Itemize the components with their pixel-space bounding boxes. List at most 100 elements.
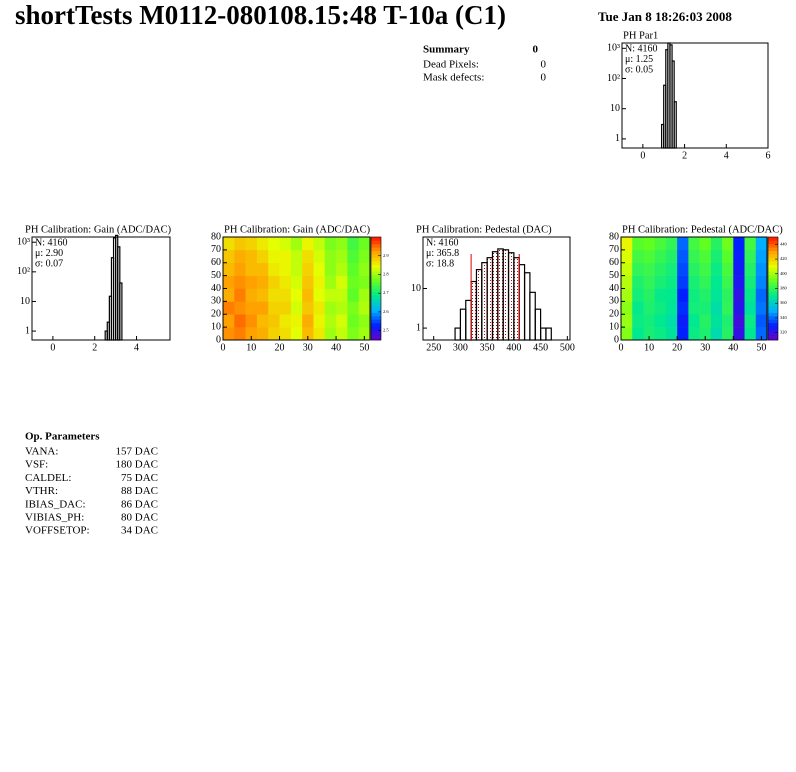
- colorbar-segment: [768, 243, 778, 248]
- histogram-bar: [470, 280, 478, 341]
- colorbar-segment: [768, 261, 778, 265]
- heatmap-cell: [621, 314, 633, 328]
- chart-title: PH Calibration: Gain (ADC/DAC): [25, 224, 172, 235]
- x-tick-label: 450: [533, 342, 548, 353]
- heatmap-cell: [699, 327, 712, 341]
- heatmap-cell: [234, 249, 246, 264]
- heatmap-cell: [621, 301, 633, 315]
- colorbar-segment: [371, 319, 381, 324]
- colorbar-segment: [371, 336, 381, 341]
- heatmap-cell: [643, 249, 655, 264]
- x-tick-label: 50: [756, 342, 766, 353]
- x-tick-label: 400: [506, 342, 521, 353]
- y-tick-label: 10: [411, 283, 421, 294]
- y-tick-label: 40: [211, 283, 221, 294]
- parameter-value: 34 DAC: [121, 525, 158, 537]
- heatmap-cell: [632, 327, 644, 341]
- heatmap-cell: [755, 249, 768, 264]
- colorbar-segment: [371, 326, 381, 330]
- heatmap-cell: [268, 327, 280, 341]
- colorbar-segment: [768, 274, 778, 279]
- heatmap-cell: [223, 237, 235, 251]
- x-tick-label: 30: [700, 342, 710, 353]
- heatmap-cell: [722, 301, 734, 315]
- heatmap-cell: [733, 249, 745, 264]
- colorbar-tick-label: 400: [780, 271, 788, 276]
- heatmap-cell: [665, 275, 678, 289]
- colorbar-segment: [768, 305, 778, 310]
- heatmap-cell: [324, 237, 337, 251]
- heatmap-cell: [324, 249, 337, 264]
- heatmap-cell: [677, 301, 689, 315]
- y-tick-label: 10²: [17, 266, 30, 277]
- heatmap-cell: [245, 314, 258, 328]
- colorbar-segment: [768, 333, 778, 337]
- colorbar-segment: [768, 281, 778, 286]
- heatmap-cell: [699, 262, 712, 276]
- y-tick-label: 80: [609, 231, 619, 242]
- heatmap-cell: [302, 237, 314, 251]
- heatmap-cell: [632, 249, 644, 264]
- heatmap-cell: [710, 275, 723, 289]
- y-tick-label: 10: [609, 321, 619, 332]
- heatmap-cell: [677, 249, 689, 264]
- heatmap-cell: [755, 237, 768, 251]
- colorbar-segment: [371, 274, 381, 279]
- y-tick-label: 60: [609, 257, 619, 268]
- parameters-title: Op. Parameters: [25, 431, 100, 443]
- heatmap-cell: [710, 301, 723, 315]
- heatmap-cell: [632, 275, 644, 289]
- summary-title: Summary: [423, 44, 470, 56]
- histogram-bar: [513, 257, 520, 341]
- heatmap-cell: [268, 249, 280, 264]
- heatmap-cell: [722, 275, 734, 289]
- heatmap-cell: [677, 327, 689, 341]
- colorbar-segment: [768, 336, 778, 341]
- colorbar-segment: [768, 298, 778, 303]
- heatmap-cell: [643, 262, 655, 276]
- heatmap-cell: [358, 301, 371, 315]
- heatmap-cell: [744, 262, 757, 276]
- heatmap-cell: [256, 262, 269, 276]
- heatmap-cell: [279, 262, 292, 276]
- heatmap-cell: [313, 249, 326, 264]
- heatmap-cell: [245, 327, 258, 341]
- heatmap-cell: [336, 275, 348, 289]
- colorbar-segment: [371, 291, 381, 296]
- heatmap-cell: [688, 237, 700, 251]
- parameter-value: 180 DAC: [116, 459, 158, 471]
- heatmap-cell: [677, 288, 689, 302]
- colorbar-segment: [768, 271, 778, 276]
- heatmap-cell: [234, 237, 246, 251]
- x-tick-label: 0: [640, 150, 645, 161]
- stats-line: N: 4160: [426, 237, 459, 248]
- heatmap-cell: [699, 237, 712, 251]
- heatmap-cell: [256, 249, 269, 264]
- heatmap-cell: [336, 237, 348, 251]
- colorbar-segment: [371, 295, 381, 300]
- colorbar-segment: [371, 278, 381, 282]
- colorbar-segment: [768, 309, 778, 313]
- x-tick-label: 2: [92, 342, 97, 353]
- colorbar-segment: [768, 319, 778, 324]
- parameter-value: 80 DAC: [121, 512, 158, 524]
- heatmap-cell: [256, 275, 269, 289]
- colorbar-segment: [371, 243, 381, 248]
- heatmap-cell: [755, 275, 768, 289]
- heatmap-cell: [336, 249, 348, 264]
- y-tick-label: 80: [211, 231, 221, 242]
- heatmap-cell: [347, 301, 359, 315]
- y-tick-label: 1: [416, 322, 421, 333]
- stats-line: μ: 1.25: [625, 54, 653, 65]
- colorbar-segment: [768, 288, 778, 293]
- parameter-label: CALDEL:: [25, 472, 71, 484]
- summary-value: 0: [541, 72, 547, 84]
- heatmap-cell: [744, 301, 757, 315]
- heatmap-cell: [290, 249, 303, 264]
- heatmap-cell: [677, 262, 689, 276]
- heatmap-cell: [234, 301, 246, 315]
- heatmap-cell: [733, 275, 745, 289]
- frame: [31, 236, 171, 341]
- heatmap-cell: [268, 314, 280, 328]
- heatmap-cell: [358, 249, 371, 264]
